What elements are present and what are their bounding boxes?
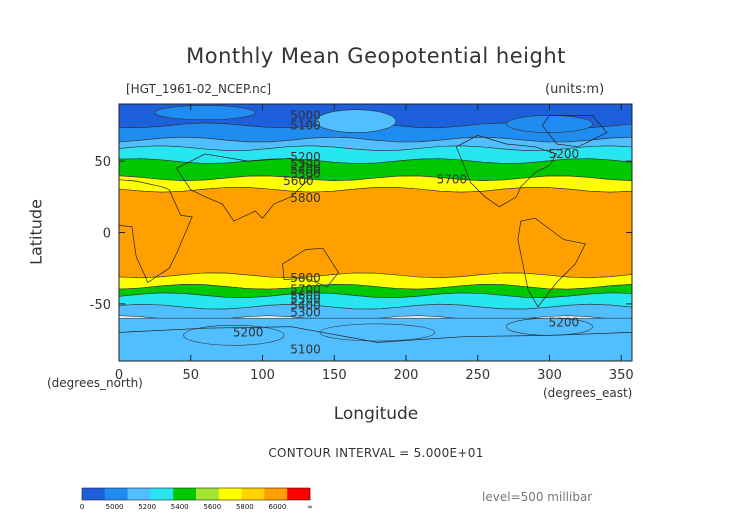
coastline-6 — [118, 326, 632, 343]
contour-label-9: 5200 — [549, 147, 580, 161]
file-name-label: [HGT_1961-02_NCEP.nc] — [126, 82, 272, 96]
contour-label-18: 5100 — [290, 343, 321, 357]
contour-label-14: 5400 — [290, 298, 321, 312]
contour-cell-2 — [506, 115, 593, 133]
contour-label-15: 5300 — [290, 305, 321, 319]
contour-label-7: 5700 — [437, 173, 468, 187]
contour-label-17: 5200 — [549, 315, 580, 329]
legend-swatch-4 — [173, 488, 197, 500]
contour-label-12: 5600 — [290, 288, 321, 302]
y-axis-unit-label: (degrees_north) — [47, 376, 143, 390]
contour-label-11: 5700 — [290, 283, 321, 297]
contour-label-13: 5500 — [290, 293, 321, 307]
x-tick-label-4: 200 — [394, 368, 419, 383]
color-legend: 0 5000 5200 5400 5600 5800 6000 ∞ — [80, 487, 313, 511]
legend-tick-label-6: 6000 — [269, 503, 287, 511]
coastline-2 — [282, 247, 339, 288]
x-tick-label-3: 150 — [322, 368, 347, 383]
legend-swatch-0 — [82, 488, 106, 500]
legend-swatch-5 — [196, 488, 220, 500]
y-tick-label-0: 50 — [94, 155, 111, 170]
legend-swatch-3 — [150, 488, 174, 500]
legend-swatch-6 — [218, 488, 242, 500]
contour-label-6: 5600 — [283, 174, 314, 188]
legend-tick-label-5: 5800 — [236, 503, 254, 511]
contour-cell-1 — [154, 105, 256, 121]
chart-title: Monthly Mean Geopotential height — [186, 44, 566, 68]
x-tick-label-6: 300 — [537, 368, 562, 383]
x-tick-label-5: 250 — [465, 368, 490, 383]
x-tick-label-0: 0 — [115, 368, 123, 383]
coastline-0 — [118, 179, 193, 284]
x-tick-label-2: 100 — [250, 368, 275, 383]
coastline-4 — [517, 217, 586, 308]
legend-tick-label-4: 5600 — [203, 503, 221, 511]
contour-label-0: 5000 — [290, 108, 321, 122]
legend-swatch-8 — [264, 488, 288, 500]
axes: 0 50 100 150 200 250 300 350 50 0 -50 — [90, 103, 634, 383]
contour-label-10: 5800 — [290, 271, 321, 285]
units-label: (units:m) — [545, 82, 605, 97]
legend-tick-label-0: 0 — [80, 503, 84, 511]
legend-swatch-1 — [104, 488, 128, 500]
contour-label-3: 5300 — [290, 157, 321, 171]
x-tick-label-1: 50 — [182, 368, 199, 383]
map-plot-area — [118, 103, 633, 362]
contour-interval-note: CONTOUR INTERVAL = 5.000E+01 — [268, 446, 484, 460]
contour-cell-3 — [183, 325, 285, 346]
y-tick-label-2: -50 — [90, 298, 111, 313]
coastline-3 — [455, 135, 558, 208]
contour-label-2: 5200 — [290, 150, 321, 164]
legend-tick-label-7: ∞ — [307, 503, 313, 511]
legend-swatch-7 — [241, 488, 265, 500]
legend-swatch-9 — [287, 488, 311, 500]
contour-cell-0 — [315, 109, 397, 133]
x-axis-unit-label: (degrees_east) — [543, 386, 633, 400]
contour-label-8: 5800 — [290, 191, 321, 205]
contour-label-5: 5500 — [290, 167, 321, 181]
coastline-1 — [176, 153, 321, 222]
coastline-5 — [541, 115, 608, 148]
legend-tick-label-1: 5000 — [106, 503, 124, 511]
legend-tick-label-2: 5200 — [138, 503, 156, 511]
pressure-level-note: level=500 millibar — [482, 490, 593, 504]
y-tick-label-1: 0 — [103, 227, 111, 242]
x-axis-label: Longitude — [333, 404, 419, 424]
legend-tick-label-3: 5400 — [171, 503, 189, 511]
legend-frame — [81, 487, 311, 501]
contour-label-16: 5200 — [233, 325, 264, 339]
x-tick-label-7: 350 — [609, 368, 634, 383]
coastline-outline — [118, 115, 632, 343]
contour-label-4: 5400 — [290, 163, 321, 177]
contour-cell-4 — [319, 323, 435, 342]
legend-swatch-2 — [127, 488, 151, 500]
band-5850-6 — [118, 187, 633, 279]
contour-label-1: 5100 — [290, 118, 321, 132]
